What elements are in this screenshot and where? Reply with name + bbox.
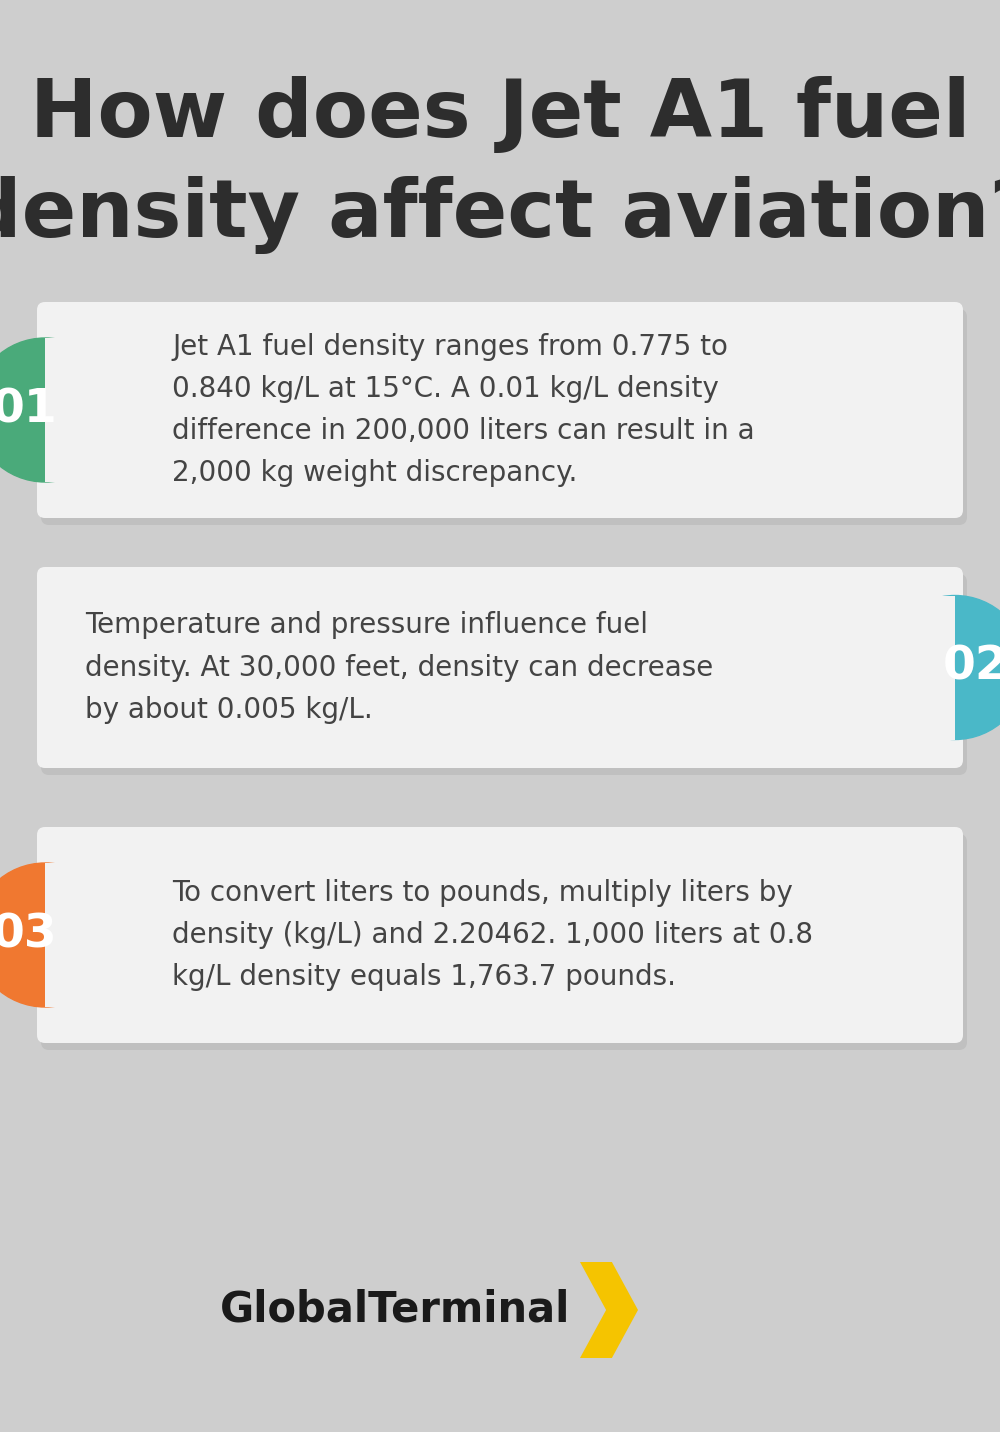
- FancyBboxPatch shape: [37, 302, 963, 518]
- Text: 02: 02: [942, 644, 1000, 690]
- Text: To convert liters to pounds, multiply liters by
density (kg/L) and 2.20462. 1,00: To convert liters to pounds, multiply li…: [172, 879, 813, 991]
- FancyBboxPatch shape: [863, 596, 955, 739]
- Text: Jet A1 fuel density ranges from 0.775 to
0.840 kg/L at 15°C. A 0.01 kg/L density: Jet A1 fuel density ranges from 0.775 to…: [172, 332, 755, 487]
- FancyBboxPatch shape: [45, 863, 137, 1007]
- Text: Temperature and pressure influence fuel
density. At 30,000 feet, density can dec: Temperature and pressure influence fuel …: [85, 611, 713, 723]
- FancyBboxPatch shape: [41, 309, 967, 526]
- Circle shape: [883, 596, 1000, 739]
- Polygon shape: [580, 1262, 638, 1358]
- Text: 03: 03: [0, 912, 58, 958]
- Text: How does Jet A1 fuel: How does Jet A1 fuel: [30, 76, 970, 155]
- Circle shape: [0, 338, 117, 483]
- Text: GlobalTerminal: GlobalTerminal: [220, 1289, 570, 1330]
- Text: 01: 01: [0, 388, 58, 432]
- FancyBboxPatch shape: [41, 833, 967, 1050]
- FancyBboxPatch shape: [41, 574, 967, 775]
- FancyBboxPatch shape: [45, 338, 137, 483]
- Circle shape: [0, 863, 117, 1007]
- FancyBboxPatch shape: [37, 828, 963, 1042]
- Text: density affect aviation?: density affect aviation?: [0, 176, 1000, 253]
- FancyBboxPatch shape: [37, 567, 963, 768]
